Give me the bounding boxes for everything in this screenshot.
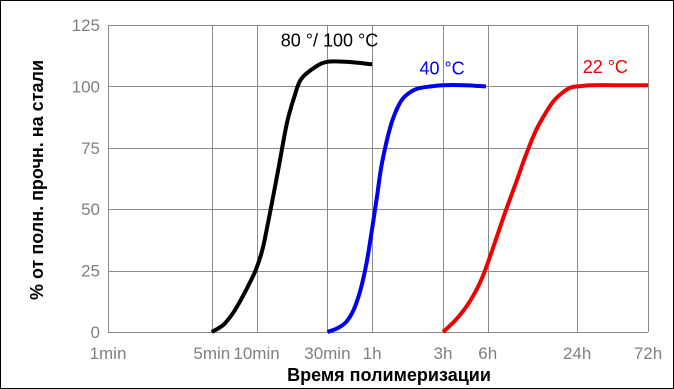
series-labels: 80 °/ 100 °C 40 °C 22 °C [281,30,628,78]
series-line [326,83,487,334]
y-tick-label: 25 [81,262,100,281]
y-tick-label: 125 [72,16,100,35]
x-tick-label: 3h [434,344,453,363]
series-label: 80 °/ 100 °C [281,30,378,50]
series-lines [210,59,648,334]
x-tick-label: 6h [478,344,497,363]
grid-lines [108,25,649,333]
x-tick-label: 5min [193,344,230,363]
series-label: 40 °C [419,58,464,78]
tick-labels: 0 25 50 75 100 125 1min 5min 10min 30min 1h 3h 6h 24h… [72,16,663,363]
y-tick-label: 50 [81,200,100,219]
y-tick-label: 0 [91,323,100,342]
series-label: 22 °C [583,57,628,77]
series-line [441,83,648,334]
x-tick-label: 1min [90,344,127,363]
x-tick-label: 30min [304,344,350,363]
y-axis-title: % от полн. прочн. на стали [27,60,47,300]
y-tick-label: 100 [72,77,100,96]
series-line [210,59,373,334]
y-tick-label: 75 [81,139,100,158]
x-tick-label: 1h [363,344,382,363]
x-tick-label: 72h [634,344,662,363]
x-axis-title: Время полимеризации [287,365,491,385]
x-tick-label: 10min [233,344,279,363]
x-tick-label: 24h [563,344,591,363]
